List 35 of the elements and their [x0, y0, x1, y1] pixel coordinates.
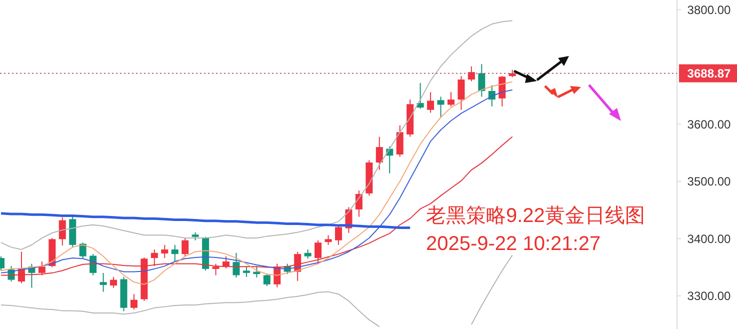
candlestick [478, 64, 486, 98]
candlestick [304, 248, 312, 260]
candlestick [79, 242, 86, 259]
candlestick [263, 274, 270, 287]
candlestick [335, 226, 342, 246]
candlestick [468, 66, 475, 82]
candlestick [458, 76, 465, 110]
candlestick [100, 272, 107, 292]
candlestick [171, 244, 178, 262]
candlestick [150, 248, 158, 267]
candlestick [222, 256, 230, 269]
y-tick-label: 3500.00 [687, 174, 732, 189]
candlestick [427, 92, 434, 114]
y-tick-label: 3300.00 [687, 289, 732, 304]
candlestick [232, 252, 240, 278]
candlestick [110, 276, 118, 288]
candlestick [355, 190, 362, 218]
candlestick [161, 244, 168, 259]
y-tick-label: 3400.00 [687, 232, 732, 246]
candlestick [376, 136, 383, 170]
candlestick [314, 240, 322, 264]
y-tick-label: 3600.00 [687, 117, 732, 132]
annotation: 老黑策略9.22黄金日线图 [426, 205, 645, 227]
annotation: 2025-9-22 10:21:27 [426, 233, 601, 255]
candlestick [498, 76, 506, 107]
candlestick [130, 294, 138, 310]
candlestick [58, 216, 66, 246]
candlestick [242, 266, 250, 278]
candlestick [437, 96, 444, 118]
y-tick-label: 3800.00 [687, 2, 732, 17]
ref-line-label: 3688.87 [687, 66, 732, 81]
candlestick [324, 234, 332, 246]
candlestick [447, 92, 454, 107]
candlestick [182, 238, 189, 257]
candlestick [396, 124, 404, 158]
